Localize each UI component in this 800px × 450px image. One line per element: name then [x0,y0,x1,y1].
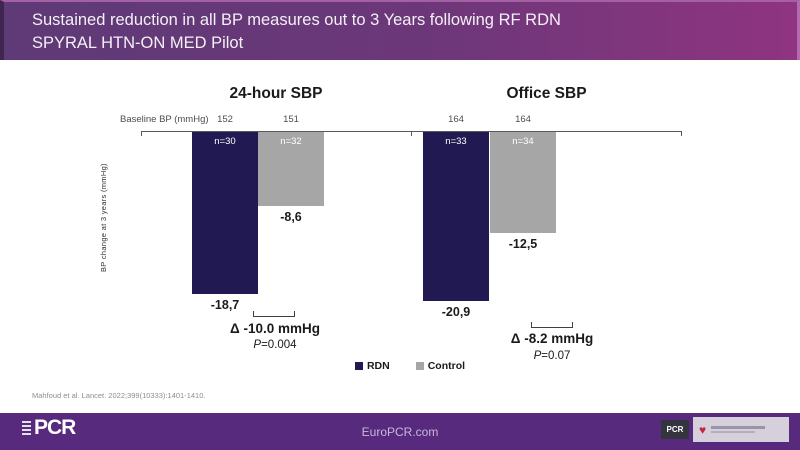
y-axis-label: BP change at 3 years (mmHg) [99,163,108,272]
axis-tick [411,131,412,136]
partner-logo-text-marks [711,426,766,433]
comparison-bracket [253,311,295,317]
citation-text: Mahfoud et al. Lancet. 2022;399(10333):1… [32,391,206,400]
pcr-logo: PCR [22,416,76,440]
slide-title: Sustained reduction in all BP measures o… [4,2,797,56]
panel-title-24h-sbp: 24-hour SBP [229,85,323,102]
bar-rdn-24h: n=30 [192,132,258,294]
baseline-value: 152 [217,114,233,125]
bar-control-24h: n=32 [258,132,324,206]
legend-swatch-rdn [354,362,363,370]
baseline-value: 164 [515,114,531,125]
slide-title-line1: Sustained reduction in all BP measures o… [32,11,561,29]
bar-n-label: n=30 [214,136,236,147]
p-rest: =0.004 [261,339,297,351]
partner-logo: ♥ [693,417,789,442]
p-rest: =0.07 [541,350,571,362]
delta-label-office: Δ -8.2 mmHg [510,331,594,346]
legend-item-control: Control [415,360,466,372]
p-value-24h: P=0.004 [190,339,360,351]
legend: RDN Control [330,360,490,372]
pcr-badge-logo: PCR [661,420,689,439]
pcr-logo-marks [22,421,31,435]
legend-item-rdn: RDN [354,360,390,372]
footer-bar: PCR EuroPCR.com PCR ♥ [0,413,800,450]
bar-value-label: -8,6 [280,210,302,224]
baseline-row-label: Baseline BP (mmHg) [120,114,209,125]
legend-label: Control [427,360,466,372]
comparison-bracket [531,322,573,328]
heart-icon: ♥ [699,422,707,437]
bar-control-office: n=34 [490,132,556,233]
legend-swatch-control [415,362,424,370]
axis-tick [681,131,682,136]
delta-label-24h: Δ -10.0 mmHg [230,321,320,336]
europcr-link[interactable]: EuroPCR.com [361,425,439,439]
panel-title-office-sbp: Office SBP [506,85,587,102]
baseline-value: 151 [283,114,299,125]
baseline-value: 164 [448,114,464,125]
bar-n-label: n=34 [512,136,534,147]
legend-label: RDN [366,360,390,372]
slide-title-line2: SPYRAL HTN-ON MED Pilot [32,34,244,53]
bar-value-label: -20,9 [441,305,471,319]
p-italic: P [253,339,262,351]
bar-rdn-office: n=33 [423,132,489,301]
bar-value-label: -18,7 [210,298,240,312]
bar-n-label: n=32 [280,136,302,147]
bar-n-label: n=33 [445,136,467,147]
p-value-office: P=0.07 [467,350,637,362]
axis-tick [141,131,142,136]
slide-header: Sustained reduction in all BP measures o… [0,0,800,60]
bar-value-label: -12,5 [508,237,538,251]
pcr-logo-text: PCR [34,416,76,439]
p-italic: P [533,350,542,362]
